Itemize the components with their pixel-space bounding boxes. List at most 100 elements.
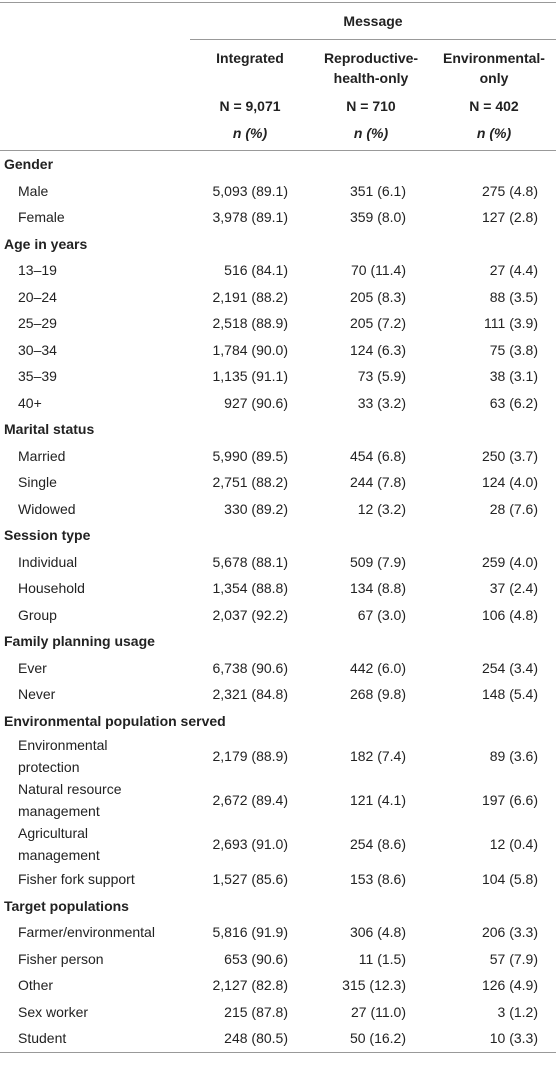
cell-value: 124 (4.0) [481,474,538,491]
cell-value: 33 (3.2) [357,394,406,411]
data-row: Student 248 (80.5) 50 (16.2) 10 (3.3) [0,1025,556,1053]
row-label: Farmer/environmental [18,924,155,941]
row-label: Male [18,182,49,199]
section-label: Target populations [4,897,129,914]
data-row: 25–29 2,518 (88.9) 205 (7.2) 111 (3.9) [0,310,556,337]
row-label: Female [18,209,65,226]
section-label: Marital status [4,421,95,438]
cell-value: 206 (3.3) [481,924,538,941]
cell-value: 2,518 (88.9) [212,315,289,332]
cell-value: 106 (4.8) [481,606,538,623]
cell-value: 27 (11.0) [351,1003,406,1020]
data-row: 30–34 1,784 (90.0) 124 (6.3) 75 (3.8) [0,337,556,364]
section-label: Environmental population served [4,712,226,729]
data-row: 35–39 1,135 (91.1) 73 (5.9) 38 (3.1) [0,363,556,390]
row-label: 20–24 [18,288,57,305]
cell-value: 27 (4.4) [489,262,538,279]
cell-value: 516 (84.1) [224,262,288,279]
cell-value: 927 (90.6) [224,394,288,411]
cell-value: 653 (90.6) [224,950,288,967]
row-label: 35–39 [18,368,57,385]
data-row: Agricultural management 2,693 (91.0) 254 (… [0,822,556,866]
header-blank [0,120,190,151]
cell-value: 250 (3.7) [481,447,538,464]
cell-value: 315 (12.3) [342,977,406,994]
cell-value: 148 (5.4) [481,686,538,703]
data-row: Environmental protection 2,179 (88.9) 182 … [0,734,556,778]
section-label: Age in years [4,235,88,252]
column-name: Reproductive- health-only [323,50,419,86]
data-row: Sex worker 215 (87.8) 27 (11.0) 3 (1.2) [0,999,556,1026]
data-row: Farmer/environmental 5,816 (91.9) 306 (4.8… [0,919,556,946]
data-row: Male 5,093 (89.1) 351 (6.1) 275 (4.8) [0,178,556,205]
section-label: Family planning usage [4,633,155,650]
cell-value: 442 (6.0) [349,659,406,676]
cell-value: 12 (0.4) [489,836,538,852]
cell-value: 28 (7.6) [489,500,538,517]
cell-value: 215 (87.8) [224,1003,288,1020]
cell-value: 124 (6.3) [349,341,406,358]
cell-value: 73 (5.9) [357,368,406,385]
cell-value: 153 (8.6) [349,871,406,888]
cell-value: 5,678 (88.1) [212,553,289,570]
data-row: Natural resource management 2,672 (89.4) 1… [0,778,556,822]
data-row: Household 1,354 (88.8) 134 (8.8) 37 (2.4) [0,575,556,602]
row-label: Sex worker [18,1003,89,1020]
data-row: Female 3,978 (89.1) 359 (8.0) 127 (2.8) [0,204,556,231]
data-row: Other 2,127 (82.8) 315 (12.3) 126 (4.9) [0,972,556,999]
cell-value: 89 (3.6) [489,748,538,764]
data-row: Fisher person 653 (90.6) 11 (1.5) 57 (7.9) [0,946,556,973]
cell-value: 330 (89.2) [224,500,288,517]
section-label: Session type [4,527,91,544]
cell-value: 50 (16.2) [310,1025,432,1053]
header-row: Integrated Reproductive- health-only Envir… [0,40,556,93]
cell-value: 104 (5.8) [481,871,538,888]
column-unit: n (%) [190,120,310,151]
row-label: 30–34 [18,341,57,358]
table-body: Gender Male 5,093 (89.1) 351 (6.1) 275 (4.8)… [0,151,556,1053]
cell-value: 5,990 (89.5) [212,447,289,464]
row-label: Agricultural management [18,825,100,863]
column-unit: n (%) [310,120,432,151]
cell-value: 2,127 (82.8) [212,977,289,994]
section-row: Target populations [0,893,556,920]
column-name: Environmental- only [443,50,545,86]
header-blank [0,40,190,93]
header-row: N = 9,071 N = 710 N = 402 [0,92,556,120]
row-label: Ever [18,659,47,676]
cell-value: 205 (8.3) [349,288,406,305]
cell-value: 248 (80.5) [190,1025,310,1053]
cell-value: 1,527 (85.6) [212,871,289,888]
cell-value: 197 (6.6) [481,792,538,808]
section-row: Marital status [0,416,556,443]
cell-value: 63 (6.2) [489,394,538,411]
cell-value: 2,751 (88.2) [212,474,289,491]
row-label: 25–29 [18,315,57,332]
cell-value: 1,135 (91.1) [212,368,289,385]
cell-value: 6,738 (90.6) [212,659,289,676]
column-unit: n (%) [432,120,556,151]
data-row: Group 2,037 (92.2) 67 (3.0) 106 (4.8) [0,602,556,629]
table-header: Message Integrated Reproductive- health-o… [0,2,556,151]
header-row: n (%) n (%) n (%) [0,120,556,151]
header-title: Message [190,2,556,40]
data-row: Single 2,751 (88.2) 244 (7.8) 124 (4.0) [0,469,556,496]
section-row: Age in years [0,231,556,258]
cell-value: 3,978 (89.1) [212,209,289,226]
row-label: Widowed [18,500,76,517]
cell-value: 259 (4.0) [481,553,538,570]
row-label: Student [0,1025,190,1053]
data-row: Fisher fork support 1,527 (85.6) 153 (8.6)… [0,866,556,893]
cell-value: 37 (2.4) [489,580,538,597]
data-row: 40+ 927 (90.6) 33 (3.2) 63 (6.2) [0,390,556,417]
data-table: Message Integrated Reproductive- health-o… [0,2,556,1053]
row-label: Fisher person [18,950,104,967]
data-row: 20–24 2,191 (88.2) 205 (8.3) 88 (3.5) [0,284,556,311]
column-name: Integrated [216,50,284,66]
header-blank [0,92,190,120]
data-row: Individual 5,678 (88.1) 509 (7.9) 259 (4.0) [0,549,556,576]
data-row: Married 5,990 (89.5) 454 (6.8) 250 (3.7) [0,443,556,470]
cell-value: 244 (7.8) [349,474,406,491]
column-n: N = 9,071 [219,98,281,114]
